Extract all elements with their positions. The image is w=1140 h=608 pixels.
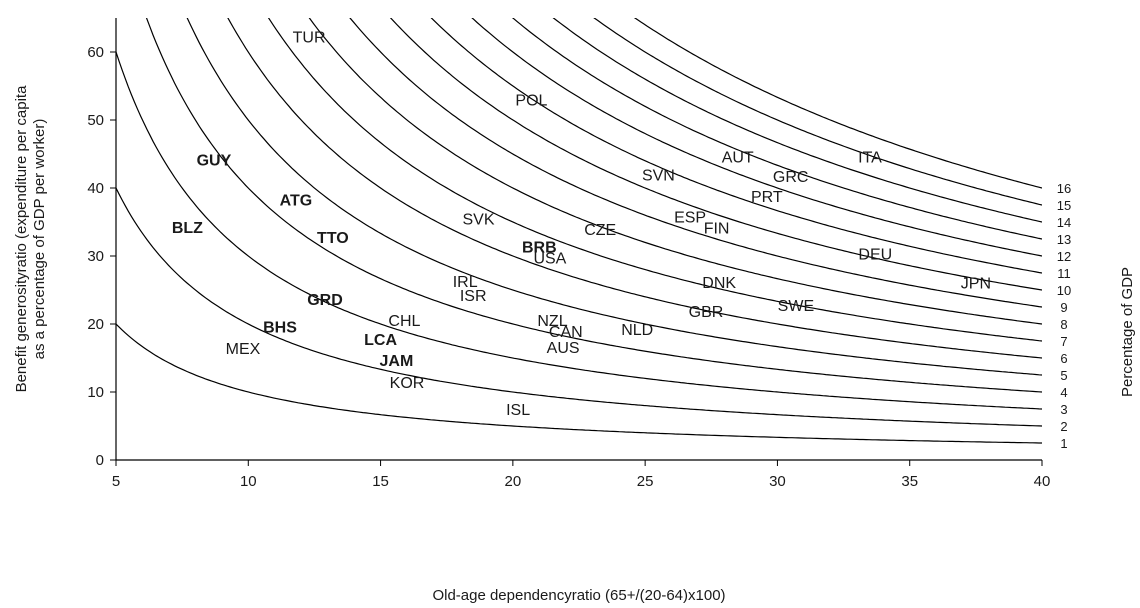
country-label-usa: USA bbox=[533, 250, 566, 267]
iso-curves bbox=[116, 18, 1042, 444]
x-tick-label: 35 bbox=[901, 473, 918, 490]
iso-level-label: 8 bbox=[1060, 317, 1067, 332]
country-label-guy: GUY bbox=[197, 152, 232, 169]
iso-level-label: 4 bbox=[1060, 385, 1067, 400]
country-label-can: CAN bbox=[549, 324, 583, 341]
iso-level-label: 14 bbox=[1057, 215, 1071, 230]
iso-curve-6 bbox=[227, 18, 1042, 359]
country-label-svn: SVN bbox=[642, 167, 675, 184]
iso-curve-14 bbox=[552, 18, 1042, 223]
iso-curve-11 bbox=[430, 18, 1042, 274]
country-label-cze: CZE bbox=[584, 222, 616, 239]
country-label-bhs: BHS bbox=[263, 320, 297, 337]
iso-curve-7 bbox=[267, 18, 1042, 342]
y-ticks: 0 10 20 30 40 50 60 bbox=[87, 44, 116, 469]
country-label-jam: JAM bbox=[380, 353, 414, 370]
y-tick-label: 30 bbox=[87, 248, 104, 265]
country-label-jpn: JPN bbox=[961, 276, 991, 293]
x-axis-title: Old-age dependencyratio (65+/(20-64)x100… bbox=[432, 587, 725, 604]
y-axis-title-line-1: Benefit generosityratio (expenditure per… bbox=[13, 85, 30, 393]
country-label-grc: GRC bbox=[773, 169, 809, 186]
country-label-nzl: NZL bbox=[537, 313, 567, 330]
country-label-mex: MEX bbox=[226, 341, 261, 358]
iso-curve-15 bbox=[593, 18, 1042, 206]
x-tick-label: 20 bbox=[505, 473, 522, 490]
iso-level-label: 10 bbox=[1057, 283, 1071, 298]
country-label-nld: NLD bbox=[621, 322, 653, 339]
country-label-isl: ISL bbox=[506, 402, 530, 419]
x-tick-label: 10 bbox=[240, 473, 257, 490]
right-axis-title: Percentage of GDP bbox=[1119, 267, 1136, 397]
country-label-atg: ATG bbox=[280, 193, 313, 210]
country-label-tto: TTO bbox=[317, 230, 349, 247]
iso-curve-16 bbox=[633, 18, 1042, 189]
x-tick-label: 30 bbox=[769, 473, 786, 490]
x-ticks: 5 10 15 20 25 30 35 40 bbox=[112, 460, 1051, 490]
iso-curve-3 bbox=[116, 51, 1042, 410]
iso-curve-12 bbox=[471, 18, 1042, 257]
iso-level-label: 12 bbox=[1057, 249, 1071, 264]
iso-curve-8 bbox=[308, 18, 1042, 325]
y-tick-label: 40 bbox=[87, 180, 104, 197]
iso-level-label: 15 bbox=[1057, 198, 1071, 213]
y-tick-label: 60 bbox=[87, 44, 104, 61]
country-label-deu: DEU bbox=[858, 246, 892, 263]
country-label-irl: IRL bbox=[453, 274, 478, 291]
y-tick-label: 0 bbox=[96, 452, 104, 469]
country-label-aus: AUS bbox=[547, 340, 580, 357]
iso-level-label: 3 bbox=[1060, 402, 1067, 417]
y-tick-label: 50 bbox=[87, 112, 104, 129]
y-tick-label: 20 bbox=[87, 316, 104, 333]
country-label-prt: PRT bbox=[751, 189, 783, 206]
country-label-dnk: DNK bbox=[702, 275, 736, 292]
iso-level-label: 13 bbox=[1057, 232, 1071, 247]
iso-level-label: 16 bbox=[1057, 181, 1071, 196]
x-tick-label: 15 bbox=[372, 473, 389, 490]
y-axis-title-line-2: as a percentage of GDP per worker) bbox=[31, 119, 48, 360]
country-label-grd: GRD bbox=[307, 292, 343, 309]
iso-level-label: 9 bbox=[1060, 300, 1067, 315]
x-tick-label: 40 bbox=[1034, 473, 1051, 490]
iso-curve-13 bbox=[511, 18, 1042, 240]
iso-level-label: 6 bbox=[1060, 351, 1067, 366]
iso-curve-10 bbox=[389, 18, 1042, 291]
iso-curve-9 bbox=[349, 18, 1042, 308]
x-tick-label: 25 bbox=[637, 473, 654, 490]
axes bbox=[115, 18, 1042, 461]
country-label-chl: CHL bbox=[388, 313, 420, 330]
country-label-swe: SWE bbox=[778, 298, 814, 315]
country-label-brb: BRB bbox=[522, 240, 557, 257]
iso-level-label: 11 bbox=[1057, 266, 1071, 281]
y-axis-title: Benefit generosityratio (expenditure per… bbox=[13, 85, 48, 393]
country-label-aut: AUT bbox=[722, 150, 754, 167]
country-label-isr: ISR bbox=[460, 288, 487, 305]
country-label-ita: ITA bbox=[858, 150, 882, 167]
y-tick-label: 10 bbox=[87, 384, 104, 401]
country-label-esp: ESP bbox=[674, 210, 706, 227]
country-label-kor: KOR bbox=[390, 375, 425, 392]
country-label-svk: SVK bbox=[462, 212, 494, 229]
iso-curve-2 bbox=[116, 187, 1042, 427]
iso-curve-5 bbox=[186, 18, 1042, 376]
iso-level-label: 7 bbox=[1060, 334, 1067, 349]
country-label-tur: TUR bbox=[293, 29, 326, 46]
country-label-pol: POL bbox=[515, 93, 547, 110]
iso-level-label: 1 bbox=[1060, 436, 1067, 451]
country-label-gbr: GBR bbox=[689, 304, 724, 321]
iso-curve-1 bbox=[116, 323, 1042, 444]
country-label-blz: BLZ bbox=[172, 220, 203, 237]
country-label-fin: FIN bbox=[704, 220, 730, 237]
iso-curve-4 bbox=[145, 18, 1042, 393]
iso-level-label: 5 bbox=[1060, 368, 1067, 383]
iso-level-label: 2 bbox=[1060, 419, 1067, 434]
x-tick-label: 5 bbox=[112, 473, 120, 490]
country-label-lca: LCA bbox=[364, 332, 397, 349]
